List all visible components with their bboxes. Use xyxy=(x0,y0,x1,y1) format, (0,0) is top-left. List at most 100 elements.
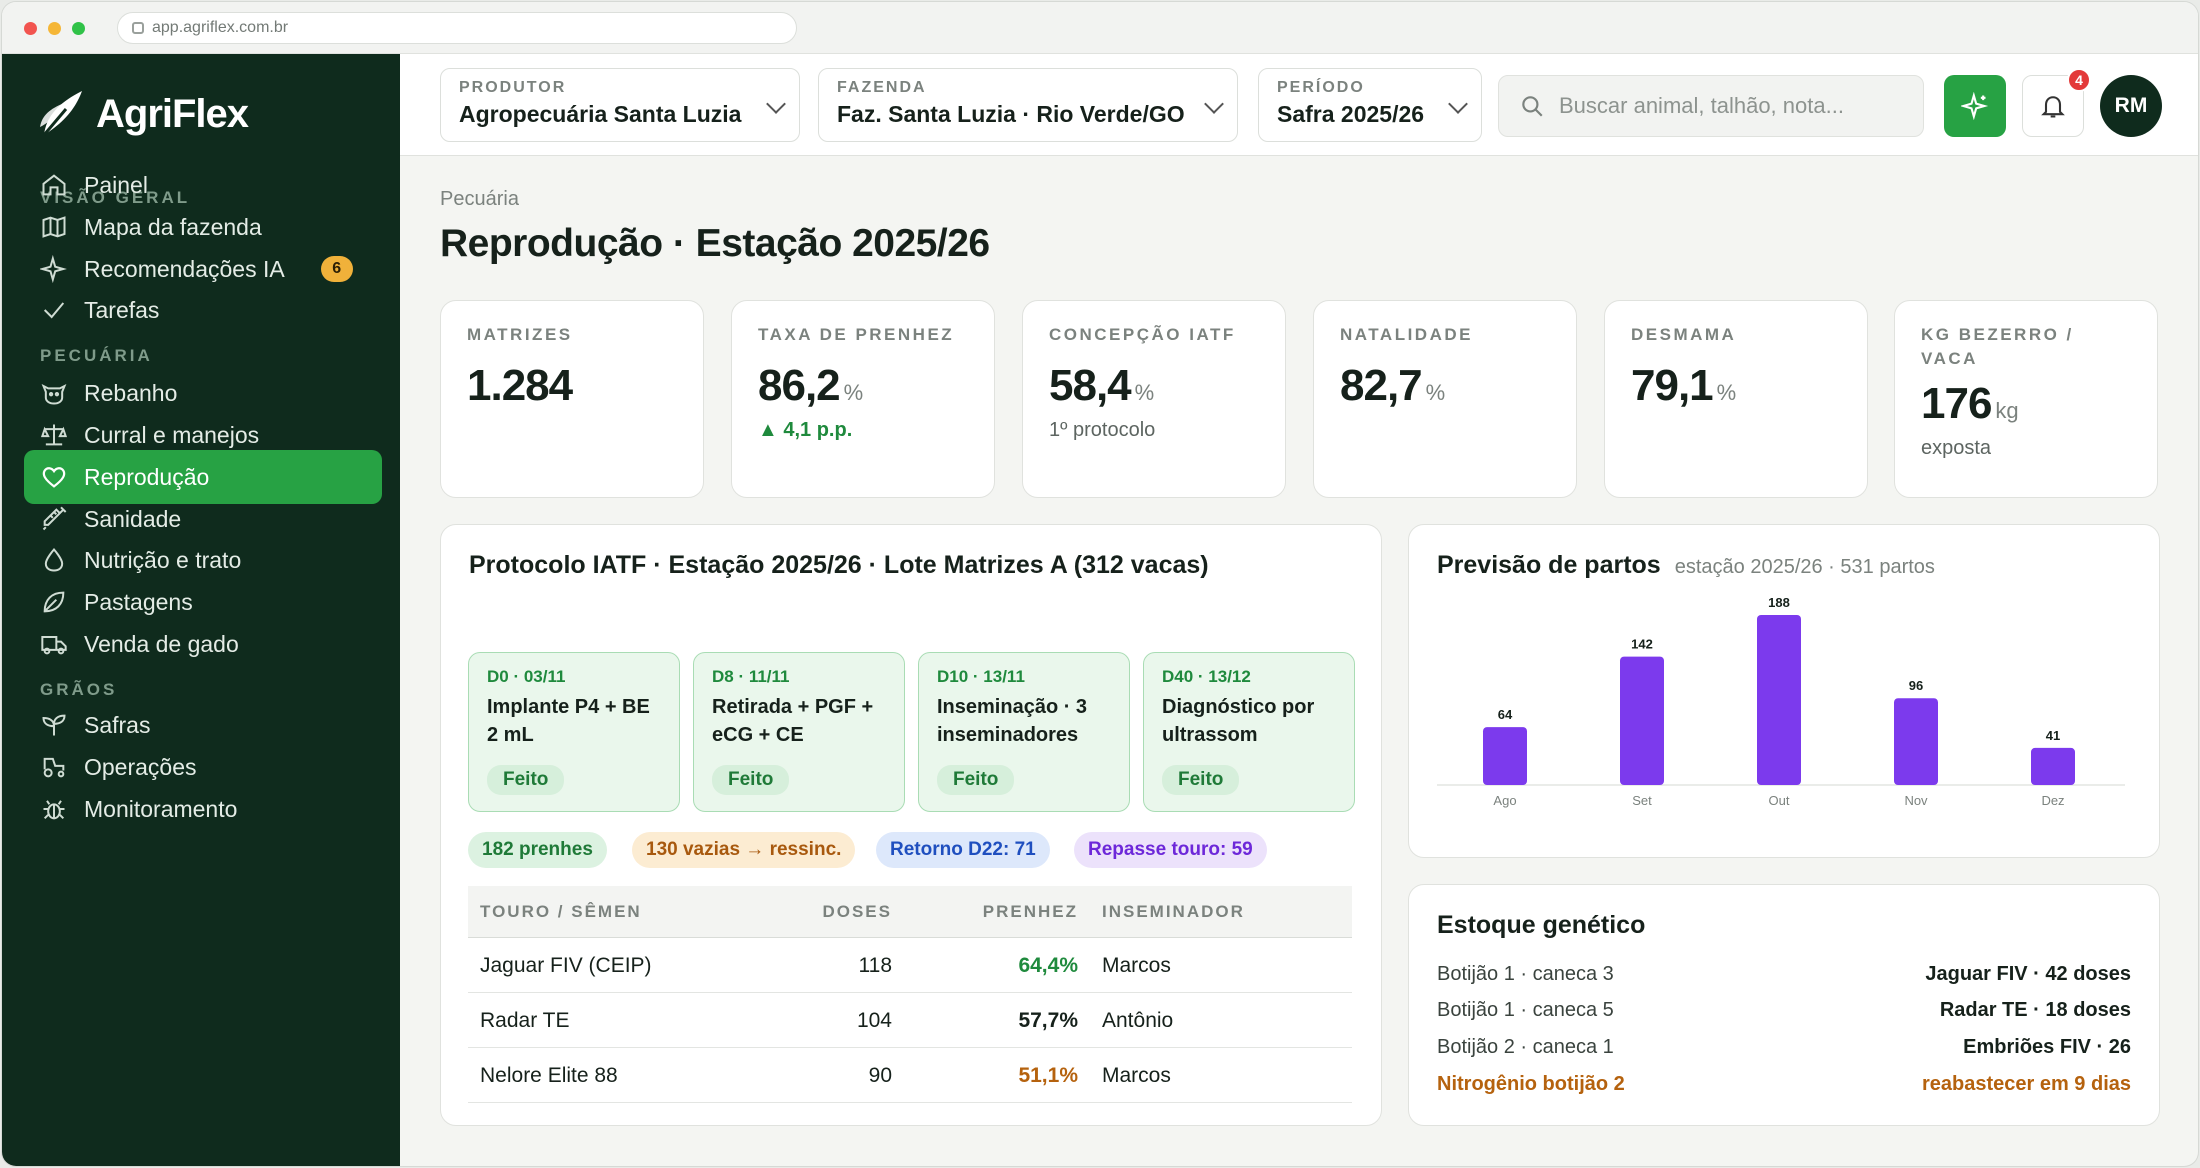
fazenda-value: Faz. Santa Luzia · Rio Verde/GO xyxy=(837,101,1185,127)
main-area: PRODUTOR Agropecuária Santa Luzia FAZEND… xyxy=(400,54,2198,1166)
partos-header: Previsão de partos estação 2025/26 · 531… xyxy=(1437,551,1935,580)
chip-retorno[interactable]: Retorno D22: 71 xyxy=(876,832,1050,868)
chart-bar[interactable] xyxy=(2031,747,2075,785)
bar-value-label: 64 xyxy=(1498,707,1513,722)
sidebar-item-venda[interactable]: Venda de gado xyxy=(24,617,382,671)
sidebar-item-monitoramento[interactable]: Monitoramento xyxy=(24,782,382,836)
sidebar-item-label: Curral e manejos xyxy=(84,421,260,448)
sidebar-item-curral[interactable]: Curral e manejos xyxy=(24,408,382,462)
protocol-step-d8[interactable]: D8 · 11/11 Retirada + PGF + eCG + CE Fei… xyxy=(693,652,905,812)
kpi-card-natalidade: NATALIDADE 82,7% xyxy=(1313,300,1577,498)
table-row[interactable]: Nelore Elite 88 90 51,1% Marcos xyxy=(468,1048,1352,1103)
notifications-button[interactable]: 4 xyxy=(2022,68,2091,137)
status-badge: Feito xyxy=(487,765,565,795)
col-inseminador[interactable]: INSEMINADOR xyxy=(1102,902,1245,921)
sparkle-icon xyxy=(1961,92,1989,120)
kpi-value: 1.284 xyxy=(467,361,677,411)
chip-prenhes[interactable]: 182 prenhes xyxy=(468,832,607,868)
fazenda-select[interactable]: FAZENDA Faz. Santa Luzia · Rio Verde/GO xyxy=(818,68,1238,142)
col-doses[interactable]: DOSES xyxy=(822,902,892,921)
chip-vazias[interactable]: 130 vazias → ressinc. xyxy=(632,832,856,868)
col-touro[interactable]: TOURO / SÊMEN xyxy=(480,902,642,921)
protocol-step-d0[interactable]: D0 · 03/11 Implante P4 + BE 2 mL Feito xyxy=(468,652,680,812)
sprout-icon xyxy=(42,714,66,736)
kpi-card-taxa-prenhez: TAXA DE PRENHEZ 86,2% ▲ 4,1 p.p. xyxy=(731,300,995,498)
sidebar-item-label: Sanidade xyxy=(84,505,182,532)
brand-logo[interactable]: AgriFlex xyxy=(36,87,249,141)
sidebar-item-pastagens[interactable]: Pastagens xyxy=(24,575,382,629)
col-prenhez[interactable]: PRENHEZ xyxy=(982,902,1078,921)
kpi-label: DESMAMA xyxy=(1631,325,1737,344)
drop-icon xyxy=(44,547,64,572)
ai-assistant-button[interactable] xyxy=(1944,75,2006,137)
sidebar-item-label: Pastagens xyxy=(84,588,193,615)
partos-card: Previsão de partos estação 2025/26 · 531… xyxy=(1408,524,2160,858)
x-tick-label: Dez xyxy=(2041,793,2064,808)
kpi-value: 86,2% xyxy=(758,361,968,411)
sidebar-item-label: Recomendações IA xyxy=(84,255,285,282)
kpi-number: 176 xyxy=(1921,379,1992,428)
fazenda-label: FAZENDA xyxy=(837,79,927,96)
cell-touro: Radar TE xyxy=(480,1009,570,1032)
leaf-icon xyxy=(43,591,65,613)
kpi-card-matrizes: MATRIZES 1.284 xyxy=(440,300,704,498)
browser-topbar: app.agriflex.com.br xyxy=(2,2,2198,54)
estoque-location: Botijão 1 · caneca 3 xyxy=(1437,963,1614,985)
estoque-title: Estoque genético xyxy=(1437,911,1646,939)
table-row[interactable]: Radar TE 104 57,7% Antônio xyxy=(468,993,1352,1048)
step-day: D10 · 13/11 xyxy=(937,667,1025,686)
sidebar-item-painel[interactable]: Painel xyxy=(24,158,382,212)
truck-icon xyxy=(41,636,67,655)
home-icon xyxy=(42,174,66,196)
sidebar-item-label: Operações xyxy=(84,753,197,780)
table-row[interactable]: Jaguar FIV (CEIP) 118 64,4% Marcos xyxy=(468,938,1352,993)
scale-icon xyxy=(40,424,68,446)
url-text: app.agriflex.com.br xyxy=(152,19,289,36)
sidebar-item-rebanho[interactable]: Rebanho xyxy=(24,366,382,420)
step-text: Implante P4 + BE 2 mL xyxy=(487,696,650,746)
status-badge: Feito xyxy=(937,765,1015,795)
sidebar-item-recomendacoes[interactable]: Recomendações IA 6 xyxy=(24,242,382,296)
chart-bar[interactable] xyxy=(1620,656,1664,785)
periodo-label: PERÍODO xyxy=(1277,79,1365,96)
cell-prenhez: 64,4% xyxy=(1018,954,1078,977)
address-bar[interactable]: app.agriflex.com.br xyxy=(117,12,797,44)
kpi-number: 86,2 xyxy=(758,361,841,410)
kpi-value: 176 kg xyxy=(1921,379,2131,429)
periodo-select[interactable]: PERÍODO Safra 2025/26 xyxy=(1258,68,1482,142)
estoque-alert-label: Nitrogênio botijão 2 xyxy=(1437,1073,1625,1095)
kpi-value: 58,4% xyxy=(1049,361,1259,411)
kpi-label: KG BEZERRO / VACA xyxy=(1921,325,2074,368)
chart-bar[interactable] xyxy=(1483,727,1527,785)
kpi-unit: % xyxy=(843,380,864,405)
sidebar-item-nutricao[interactable]: Nutrição e trato xyxy=(24,533,382,587)
cell-inseminador: Antônio xyxy=(1102,1009,1174,1032)
cell-touro: Nelore Elite 88 xyxy=(480,1064,618,1087)
check-icon xyxy=(43,302,65,319)
protocol-step-d40[interactable]: D40 · 13/12 Diagnóstico por ultrassom Fe… xyxy=(1143,652,1355,812)
status-badge: Feito xyxy=(1162,765,1240,795)
maximize-window-icon[interactable] xyxy=(72,22,85,35)
sidebar-item-safras[interactable]: Safras xyxy=(24,698,382,752)
leaf-logo-icon xyxy=(40,91,82,136)
minimize-window-icon[interactable] xyxy=(48,22,61,35)
sidebar-item-sanidade[interactable]: Sanidade xyxy=(24,492,382,546)
bar-value-label: 41 xyxy=(2046,728,2060,743)
chart-bar[interactable] xyxy=(1894,698,1938,785)
breadcrumb[interactable]: Pecuária xyxy=(440,188,519,210)
cell-doses: 90 xyxy=(868,1064,892,1087)
sidebar-item-operacoes[interactable]: Operações xyxy=(24,740,382,794)
partos-title: Previsão de partos xyxy=(1437,551,1661,579)
sidebar-item-tarefas[interactable]: Tarefas xyxy=(24,283,382,337)
chip-repasse[interactable]: Repasse touro: 59 xyxy=(1074,832,1267,868)
sidebar-item-reproducao[interactable]: Reprodução xyxy=(24,450,382,504)
sidebar-item-mapa[interactable]: Mapa da fazenda xyxy=(24,200,382,254)
close-window-icon[interactable] xyxy=(24,22,37,35)
protocol-step-d10[interactable]: D10 · 13/11 Inseminação · 3 inseminadore… xyxy=(918,652,1130,812)
estoque-alert-value[interactable]: reabastecer em 9 dias xyxy=(1921,1073,2131,1095)
search-input[interactable]: Buscar animal, talhão, nota... xyxy=(1498,75,1924,137)
step-text: Retirada + PGF + eCG + CE xyxy=(712,696,874,746)
avatar[interactable]: RM xyxy=(2100,75,2162,137)
produtor-select[interactable]: PRODUTOR Agropecuária Santa Luzia xyxy=(440,68,800,142)
chart-bar[interactable] xyxy=(1757,615,1801,785)
